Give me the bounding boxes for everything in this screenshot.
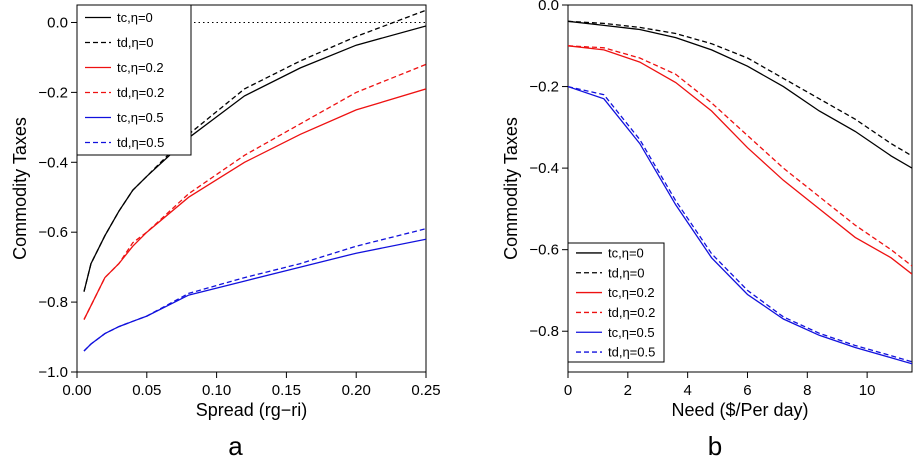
legend-entry: td,η=0.5 (117, 135, 164, 150)
series-line-5 (568, 85, 912, 363)
x-axis-label: Need ($/Per day) (671, 400, 808, 420)
series-line-1 (568, 20, 912, 157)
x-tick-label: 0.00 (62, 382, 91, 399)
series-line-3 (568, 45, 912, 267)
x-tick-label: 0.10 (202, 382, 231, 399)
y-tick-label: −0.8 (38, 294, 68, 311)
legend-entry: td,η=0 (608, 265, 645, 280)
x-tick-label: 6 (743, 382, 751, 399)
series-group (83, 9, 426, 352)
legend-box (567, 242, 665, 363)
series-line-4 (83, 238, 426, 352)
x-tick-label: 0 (564, 382, 572, 399)
series-line-0 (568, 20, 912, 169)
plot-frame (567, 4, 913, 373)
series-line-3 (83, 63, 426, 320)
legend-entry: tc,η=0.5 (608, 325, 655, 340)
x-tick-label: 0.25 (411, 382, 440, 399)
x-tick-label: 8 (803, 382, 811, 399)
x-tick-label: 0.20 (342, 382, 371, 399)
y-axis-label: Commodity Taxes (10, 117, 30, 260)
panel-b: 0 2 4 6 8 10 −0.8 −0.6 −0.4 −0.2 0.0 Need ($/Per da… (501, 0, 913, 461)
legend-entry: tc,η=0.5 (117, 110, 164, 125)
y-tick-label: −0.2 (529, 79, 559, 96)
series-group (568, 20, 912, 365)
y-tick-label: −0.4 (529, 160, 559, 177)
plot-frame (76, 4, 427, 373)
x-tick-label: 2 (624, 382, 632, 399)
legend-entry: td,η=0 (117, 35, 154, 50)
y-tick-label: −0.4 (38, 154, 68, 171)
y-tick-label: −0.6 (529, 242, 559, 259)
x-axis-label: Spread (rg−ri) (196, 400, 308, 420)
legend-entry: tc,η=0.2 (608, 285, 655, 300)
x-tick-label: 0.05 (132, 382, 161, 399)
y-tick-label: 0.0 (538, 0, 559, 14)
y-tick-label: 0.0 (47, 14, 68, 31)
x-tick-label: 10 (859, 382, 876, 399)
panel-a: 0.00 0.05 0.10 0.15 0.20 0.25 −1.0 −0.8 −0.6 −0.4… (10, 4, 441, 461)
y-tick-label: −1.0 (38, 364, 68, 381)
legend: tc,η=0 td,η=0 tc,η=0.2 td,η=0.2 tc,η=0.5 td,η… (567, 242, 665, 363)
legend-entry: tc,η=0 (117, 10, 153, 25)
panel-label: b (708, 431, 722, 461)
panel-label: a (228, 431, 243, 461)
x-tick-label: 0.15 (272, 382, 301, 399)
series-line-5 (83, 228, 426, 352)
legend-box (76, 4, 192, 156)
legend-entry: td,η=0.5 (608, 345, 655, 360)
y-axis-label: Commodity Taxes (501, 117, 521, 260)
legend-entry: tc,η=0 (608, 245, 644, 260)
legend-entry: td,η=0.2 (608, 305, 655, 320)
legend: tc,η=0 td,η=0 tc,η=0.2 td,η=0.2 tc,η=0.5 td,η… (76, 4, 192, 156)
series-line-1 (83, 9, 426, 292)
y-tick-label: −0.6 (38, 224, 68, 241)
y-tick-label: −0.8 (529, 323, 559, 340)
series-line-4 (568, 85, 912, 365)
x-tick-label: 4 (683, 382, 691, 399)
legend-entry: td,η=0.2 (117, 85, 164, 100)
legend-entry: tc,η=0.2 (117, 60, 164, 75)
series-line-2 (568, 45, 912, 275)
y-tick-label: −0.2 (38, 84, 68, 101)
